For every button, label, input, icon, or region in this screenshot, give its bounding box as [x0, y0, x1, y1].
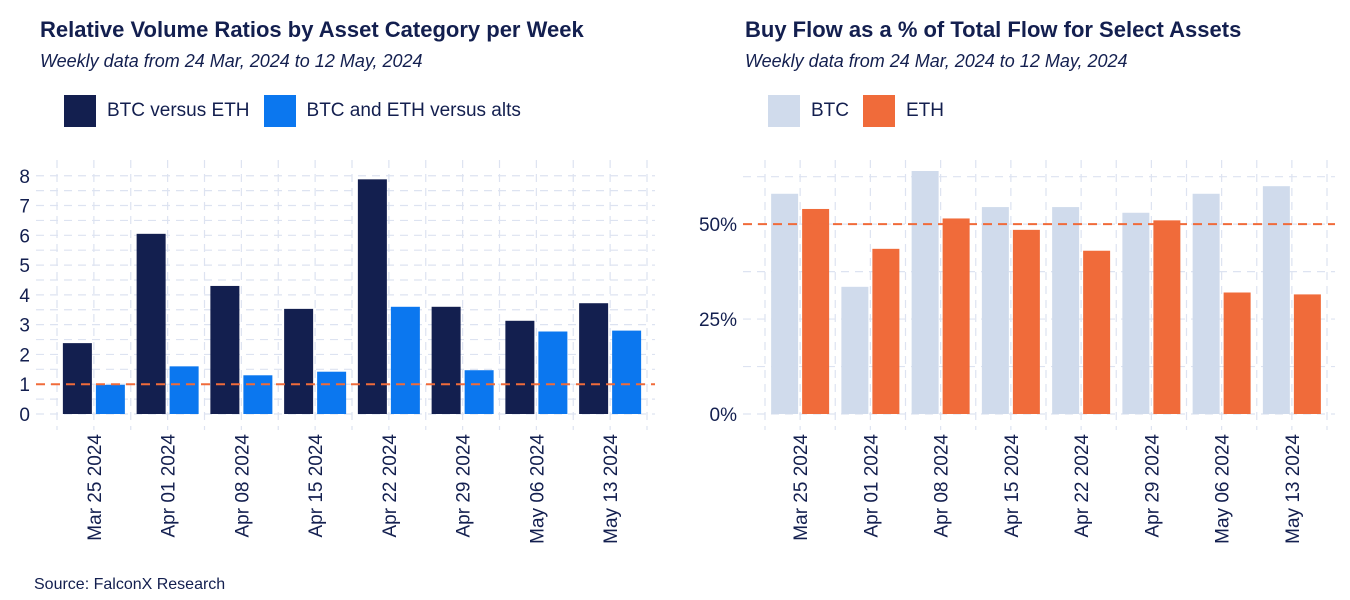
bar-btc-versus-eth — [431, 306, 461, 414]
bar-eth — [1012, 229, 1040, 414]
bar-btc-versus-eth — [284, 308, 314, 414]
x-tick-label: May 06 2024 — [527, 434, 548, 544]
legend-label: ETH — [906, 100, 944, 121]
bar-btc-versus-eth — [505, 320, 535, 414]
bar-btc-versus-eth — [62, 343, 92, 414]
x-tick-label: May 06 2024 — [1213, 434, 1234, 544]
legend-label: BTC — [811, 100, 849, 121]
x-tick-label: May 13 2024 — [601, 434, 622, 544]
y-tick-label: 4 — [19, 286, 30, 307]
y-tick-label: 50% — [699, 215, 737, 236]
bar-btc-and-eth-versus-alts — [390, 306, 420, 414]
bar-btc — [771, 193, 799, 414]
bar-btc-versus-eth — [357, 179, 387, 414]
bar-btc-versus-eth — [579, 303, 609, 414]
bar-btc-and-eth-versus-alts — [538, 331, 568, 414]
y-tick-label: 0 — [19, 405, 30, 426]
y-tick-label: 3 — [19, 316, 30, 337]
bar-btc — [841, 286, 869, 414]
y-tick-label: 0% — [710, 405, 738, 426]
y-tick-label: 1 — [19, 375, 30, 396]
bar-eth — [802, 208, 830, 414]
bar-btc — [1122, 212, 1150, 414]
legend-label: BTC and ETH versus alts — [306, 100, 521, 121]
x-tick-label: Apr 29 2024 — [1142, 434, 1163, 538]
x-tick-label: May 13 2024 — [1283, 434, 1304, 544]
y-tick-label: 25% — [699, 310, 737, 331]
bar-btc — [1262, 186, 1290, 414]
bar-eth — [1083, 250, 1111, 414]
left-chart-panel: Relative Volume Ratios by Asset Category… — [19, 17, 655, 544]
bar-btc — [981, 207, 1009, 414]
bar-btc — [1192, 193, 1220, 414]
x-tick-label: Mar 25 2024 — [85, 434, 106, 541]
bar-btc-and-eth-versus-alts — [95, 384, 125, 414]
legend-swatch — [64, 95, 96, 127]
x-tick-label: Apr 22 2024 — [380, 434, 401, 538]
legend-swatch — [863, 95, 895, 127]
x-tick-label: Apr 01 2024 — [861, 434, 882, 538]
x-tick-label: Apr 01 2024 — [159, 434, 180, 538]
legend-label: BTC versus ETH — [107, 100, 250, 121]
y-tick-label: 8 — [19, 167, 30, 188]
bar-eth — [1293, 294, 1321, 414]
y-tick-label: 6 — [19, 226, 30, 247]
x-tick-label: Apr 29 2024 — [454, 434, 475, 538]
legend-item-btc: BTC — [768, 95, 849, 127]
bar-eth — [872, 248, 900, 414]
legend-item-eth: ETH — [863, 95, 944, 127]
y-tick-label: 7 — [19, 197, 30, 218]
bar-btc-and-eth-versus-alts — [169, 366, 199, 414]
y-tick-label: 5 — [19, 256, 30, 277]
legend-swatch — [263, 95, 296, 127]
right-chart-panel: Buy Flow as a % of Total Flow for Select… — [675, 0, 1350, 600]
bar-chart-volume-ratios: 0 1 2 3 4 5 6 7 8 Mar 25 2024 Apr 01 2024 Apr 08 20… — [19, 160, 655, 544]
bar-eth — [1153, 220, 1181, 414]
x-tick-label: Apr 22 2024 — [1072, 434, 1093, 538]
bar-btc-versus-eth — [136, 233, 166, 414]
chart-subtitle: Weekly data from 24 Mar, 2024 to 12 May,… — [40, 51, 423, 71]
legend-item-btc-eth-vs-alts: BTC and ETH versus alts — [263, 95, 521, 127]
x-tick-label: Apr 08 2024 — [232, 434, 253, 538]
chart-subtitle: Weekly data from 24 Mar, 2024 to 12 May,… — [745, 51, 1128, 71]
x-tick-label: Apr 15 2024 — [1002, 434, 1023, 538]
y-tick-label: 2 — [19, 345, 30, 366]
bar-eth — [1223, 292, 1251, 414]
bar-btc-and-eth-versus-alts — [317, 371, 347, 414]
chart-title: Buy Flow as a % of Total Flow for Select… — [745, 17, 1242, 42]
bar-btc-and-eth-versus-alts — [464, 370, 494, 414]
bar-chart-buy-flow: 0% 25% 50% Mar 25 2024 Apr 01 2024 Apr 08 202… — [699, 160, 1335, 544]
bar-btc-and-eth-versus-alts — [612, 330, 642, 414]
x-tick-label: Apr 08 2024 — [932, 434, 953, 538]
bar-eth — [942, 218, 970, 414]
x-tick-label: Mar 25 2024 — [791, 434, 812, 541]
legend-item-btc-vs-eth: BTC versus ETH — [64, 95, 250, 127]
x-tick-label: Apr 15 2024 — [306, 434, 327, 538]
bar-btc — [1052, 207, 1080, 414]
chart-title: Relative Volume Ratios by Asset Category… — [40, 17, 584, 42]
legend-swatch — [768, 95, 800, 127]
bar-btc-and-eth-versus-alts — [243, 375, 273, 414]
chart-legend: BTC versus ETH BTC and ETH versus alts — [64, 94, 535, 128]
bar-btc-versus-eth — [210, 285, 240, 414]
chart-legend: BTC ETH — [768, 94, 958, 128]
bar-btc — [911, 171, 939, 414]
source-note: Source: FalconX Research — [34, 576, 226, 593]
